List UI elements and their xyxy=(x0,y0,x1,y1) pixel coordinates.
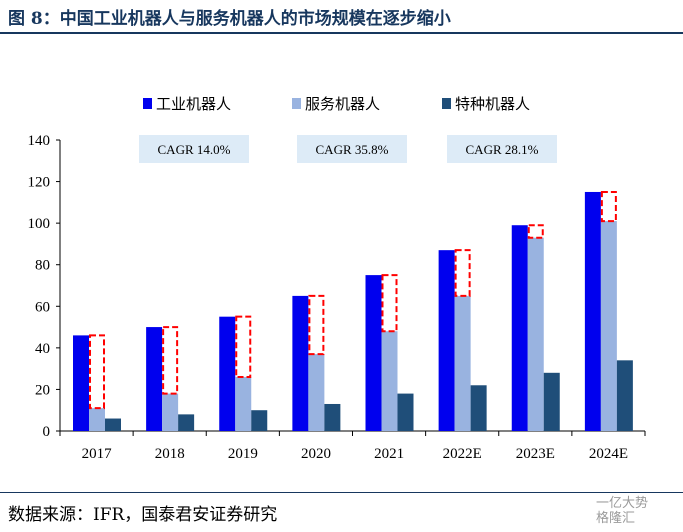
bar-2 xyxy=(454,295,471,431)
bar-3 xyxy=(105,418,121,431)
bar-1 xyxy=(438,250,455,431)
bar-2 xyxy=(308,354,325,431)
x-tick-label: 2020 xyxy=(301,446,331,462)
x-tick-label: 2019 xyxy=(228,446,258,462)
bar-1 xyxy=(365,275,382,431)
x-tick-label: 2023E xyxy=(516,446,555,462)
bar-1 xyxy=(146,327,163,431)
source-rule xyxy=(0,492,683,493)
y-tick-label: 140 xyxy=(28,133,51,149)
y-tick-label: 0 xyxy=(43,424,51,440)
y-tick-label: 60 xyxy=(35,299,50,315)
gap-highlight-box xyxy=(381,274,398,333)
bar-2 xyxy=(600,221,617,431)
cagr-label: CAGR 14.0% xyxy=(158,142,231,157)
gap-highlight-box xyxy=(235,315,252,378)
bar-3 xyxy=(178,414,195,431)
x-tick-label: 2021 xyxy=(374,446,404,462)
y-tick-label: 80 xyxy=(35,258,50,274)
legend-label: 特种机器人 xyxy=(455,95,530,113)
gap-highlight-box xyxy=(527,224,544,239)
bar-2 xyxy=(162,393,179,431)
bar-1 xyxy=(73,335,89,431)
y-tick-label: 20 xyxy=(35,382,50,398)
data-source: 数据来源：IFR，国泰君安证券研究 xyxy=(8,505,278,525)
bar-2 xyxy=(381,331,398,431)
cagr-label: CAGR 28.1% xyxy=(466,142,539,157)
bar-3 xyxy=(324,403,341,431)
bar-3 xyxy=(470,385,487,431)
bar-2 xyxy=(235,376,252,431)
y-tick-label: 120 xyxy=(28,175,51,191)
watermark-line-2: 格隆汇 xyxy=(596,511,636,526)
y-tick-label: 100 xyxy=(28,216,51,232)
bar-3 xyxy=(397,393,414,431)
bar-1 xyxy=(292,295,309,431)
bar-3 xyxy=(251,410,268,431)
gap-highlight-box xyxy=(308,294,325,356)
title-rule xyxy=(0,32,683,34)
bar-2 xyxy=(527,237,544,431)
x-tick-label: 2018 xyxy=(155,446,185,462)
bar-3 xyxy=(543,372,560,431)
legend-swatch xyxy=(292,98,301,109)
gap-highlight-box xyxy=(89,334,105,410)
figure-title: 图 8：中国工业机器人与服务机器人的市场规模在逐步缩小 xyxy=(8,9,451,29)
bar-1 xyxy=(584,191,601,431)
gap-highlight-box xyxy=(454,249,471,297)
x-tick-label: 2022E xyxy=(443,446,482,462)
gap-highlight-box xyxy=(600,190,617,223)
legend-label: 服务机器人 xyxy=(305,95,380,113)
legend-swatch xyxy=(143,98,152,109)
bar-1 xyxy=(511,225,528,431)
watermark: 一亿大势 格隆汇 xyxy=(596,496,648,526)
x-tick-label: 2024E xyxy=(589,446,628,462)
x-tick-label: 2017 xyxy=(82,446,113,462)
cagr-box xyxy=(139,135,249,163)
cagr-label: CAGR 35.8% xyxy=(316,142,389,157)
cagr-box xyxy=(297,135,407,163)
bar-2 xyxy=(89,408,105,431)
watermark-line-1: 一亿大势 xyxy=(596,496,649,511)
cagr-box xyxy=(447,135,557,163)
legend-label: 工业机器人 xyxy=(156,95,231,113)
bar-1 xyxy=(219,316,236,431)
legend-swatch xyxy=(442,98,451,109)
y-tick-label: 40 xyxy=(35,341,50,357)
bar-3 xyxy=(616,360,633,431)
gap-highlight-box xyxy=(162,326,179,395)
